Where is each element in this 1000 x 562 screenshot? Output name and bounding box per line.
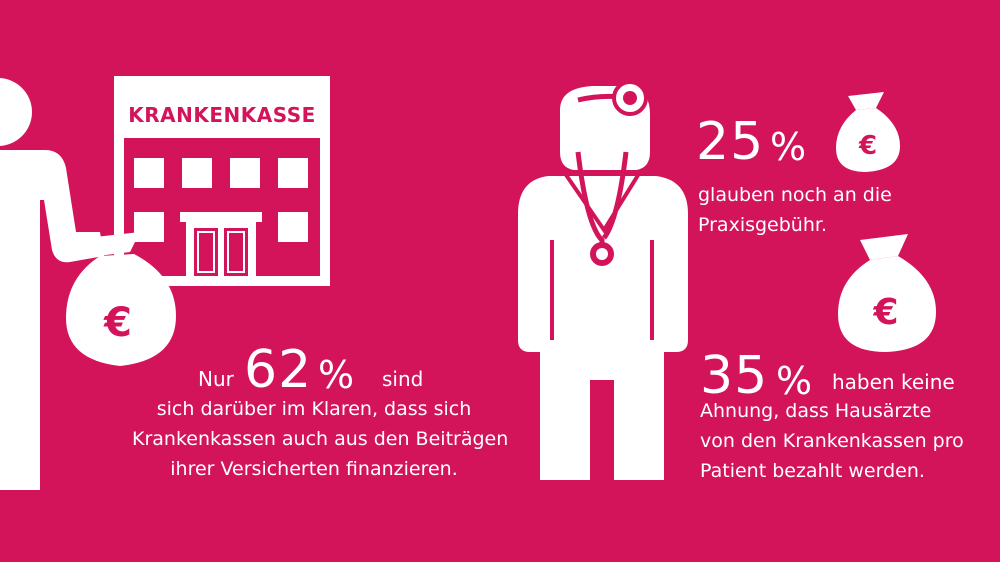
stat-suffix: haben keine: [832, 370, 955, 394]
stat-text-line: ihrer Versicherten finanzieren.: [170, 458, 458, 480]
head-mirror-icon: [577, 80, 648, 116]
stat-prefix: Nur: [198, 367, 234, 391]
euro-icon: €: [103, 300, 132, 346]
stat-text-line: Krankenkassen auch aus den Beiträgen: [132, 428, 509, 450]
money-bag-icon: [66, 232, 176, 366]
stat-percent-number: 35: [700, 346, 769, 406]
person-icon: [0, 78, 104, 490]
money-bag-icon: [836, 92, 900, 172]
stat-suffix: sind: [382, 367, 424, 391]
stat-percent-sign: %: [776, 359, 813, 403]
stat-text-line: Ahnung, dass Hausärzte: [700, 400, 932, 422]
stethoscope-icon: [575, 151, 629, 266]
stat-text-line: Patient bezahlt werden.: [700, 460, 925, 482]
building-sign: KRANKENKASSE: [114, 76, 330, 286]
stat-percent-number: 62: [244, 340, 313, 400]
stat-percent-sign: %: [318, 353, 355, 397]
building-icon: [114, 76, 330, 286]
money-bag-icon: [838, 234, 936, 352]
stat-text-line: sich darüber im Klaren, dass sich: [156, 398, 472, 420]
stat-percent-number: 25: [696, 112, 765, 172]
euro-icon: €: [872, 292, 898, 333]
building-label: KRANKENKASSE: [128, 103, 316, 127]
euro-icon: €: [858, 131, 877, 161]
stat-percent-sign: %: [770, 125, 807, 169]
stat-text-line: von den Krankenkassen pro: [700, 430, 964, 452]
stat-text-line: Praxisgebühr.: [698, 214, 828, 236]
stat-text-line: glauben noch an die: [698, 184, 892, 206]
